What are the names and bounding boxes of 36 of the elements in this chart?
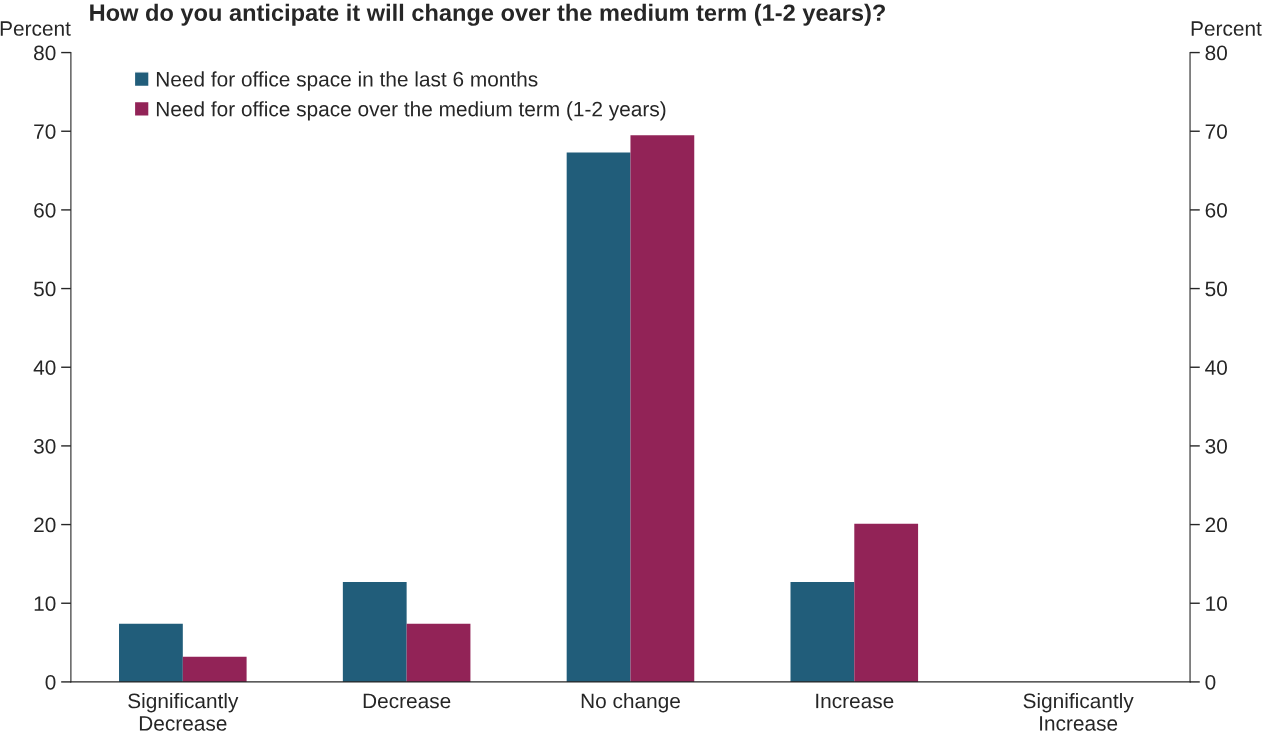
y2-tick-label: 20 [1205, 517, 1227, 533]
bar [566, 152, 631, 682]
bar [182, 656, 247, 682]
bar [119, 623, 183, 682]
x-tick-label: No change [581, 693, 680, 713]
y2-tick-label: 0 [1205, 674, 1216, 690]
y-tick-label: 60 [34, 202, 56, 218]
y-tick-label: 0 [45, 674, 56, 690]
y-axis-title: Percent [0, 21, 71, 36]
x-tick-label: Significantly Decrease [128, 693, 239, 731]
y-tick-label: 30 [33, 438, 56, 454]
y-tick-label: 10 [34, 596, 56, 611]
y-tick-label: 70 [34, 124, 56, 139]
y2-tick-label: 40 [1205, 360, 1227, 375]
bar [854, 523, 919, 682]
y2-tick-label: 60 [1205, 202, 1227, 218]
x-tick-label: Decrease [363, 693, 451, 709]
legend-label: Need for office space in the last 6 months [156, 71, 538, 91]
y2-tick-label: 80 [1205, 45, 1227, 61]
x-tick-label: Increase [816, 693, 894, 709]
y-tick-label: 50 [33, 281, 56, 297]
x-tick-label: Significantly Increase [1023, 693, 1134, 731]
bar [790, 582, 855, 682]
legend-label: Need for office space over the medium term (1-2 years) [156, 101, 666, 121]
y2-tick-label: 70 [1205, 124, 1227, 139]
bar [406, 623, 471, 682]
chart-title: How do you anticipate it will change over the medium term (1-2 years)? [90, 3, 885, 26]
y-tick-label: 20 [34, 517, 56, 533]
y-tick-label: 80 [34, 45, 56, 61]
y2-tick-label: 50 [1205, 281, 1227, 297]
y2-axis-title: Percent [1191, 21, 1262, 36]
y-tick-label: 40 [33, 360, 56, 375]
bar [630, 135, 695, 682]
y2-tick-label: 30 [1205, 438, 1227, 454]
bar [342, 582, 407, 682]
y2-tick-label: 10 [1206, 596, 1227, 611]
